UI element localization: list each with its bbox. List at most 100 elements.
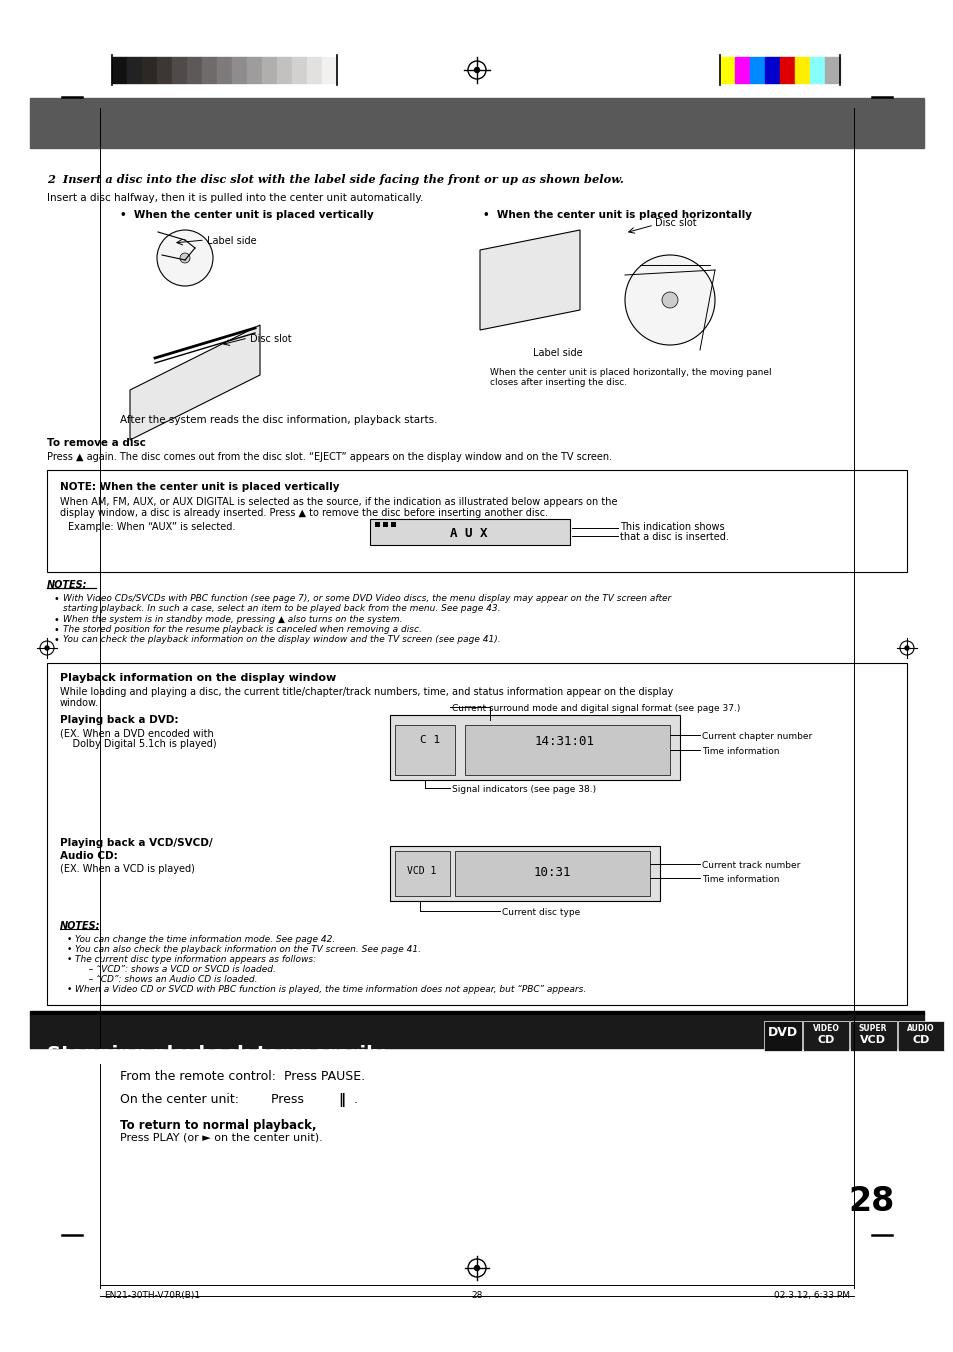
Text: .: . [354,1092,357,1106]
Text: •: • [54,625,60,635]
Bar [395,725,455,775]
Bar [382,522,388,527]
Text: Time information: Time information [701,875,779,884]
Text: When the center unit is placed horizontally, the moving panel
closes after inser: When the center unit is placed horizonta… [490,368,771,388]
Bar [780,57,794,82]
Circle shape [45,646,49,650]
Bar [172,57,187,82]
Text: CD: CD [911,1036,929,1045]
Text: •  When the center unit is placed vertically: • When the center unit is placed vertica… [120,210,374,220]
Bar [897,1021,943,1051]
Text: When a Video CD or SVCD with PBC function is played, the time information does n: When a Video CD or SVCD with PBC functio… [75,986,586,994]
Circle shape [157,230,213,287]
Text: While loading and playing a disc, the current title/chapter/track numbers, time,: While loading and playing a disc, the cu… [60,687,673,698]
Text: NOTES:: NOTES: [47,580,88,589]
Text: When AM, FM, AUX, or AUX DIGITAL is selected as the source, if the indication as: When AM, FM, AUX, or AUX DIGITAL is sele… [60,498,617,507]
Text: •: • [54,635,60,645]
Bar [395,850,450,896]
Text: Playing back a DVD:: Playing back a DVD: [60,715,178,725]
Text: Disc slot: Disc slot [655,218,696,228]
Bar [30,1011,923,1015]
Bar [824,57,840,82]
Bar [30,97,923,147]
Bar [764,57,780,82]
Bar [292,57,307,82]
Text: SUPER: SUPER [858,1023,886,1033]
Text: •  When the center unit is placed horizontally: • When the center unit is placed horizon… [482,210,751,220]
Text: Current track number: Current track number [701,861,800,869]
Text: After the system reads the disc information, playback starts.: After the system reads the disc informat… [120,415,437,425]
Text: To remove a disc: To remove a disc [47,438,146,448]
Bar [127,57,142,82]
Bar [390,846,659,900]
Bar [849,1021,896,1051]
Text: 10:31: 10:31 [533,867,570,879]
Text: Press PLAY (or ► on the center unit).: Press PLAY (or ► on the center unit). [120,1133,322,1142]
Bar [307,57,322,82]
Bar [391,522,395,527]
Bar [142,57,157,82]
Text: 28: 28 [848,1184,894,1218]
Circle shape [624,256,714,345]
Bar [47,662,906,1005]
Text: VIDEO: VIDEO [812,1023,839,1033]
Bar [232,57,247,82]
Bar [734,57,749,82]
Text: 14:31:01: 14:31:01 [535,735,595,748]
Text: C 1: C 1 [419,735,439,745]
Text: Current surround mode and digital signal format (see page 37.): Current surround mode and digital signal… [452,704,740,713]
Bar [47,470,906,572]
Text: To return to normal playback,: To return to normal playback, [120,1119,316,1132]
Text: window.: window. [60,698,99,708]
Text: DVD: DVD [767,1026,798,1038]
Text: On the center unit:        Press: On the center unit: Press [120,1092,308,1106]
Bar [455,850,649,896]
Text: VCD 1: VCD 1 [407,867,436,876]
Text: From the remote control:  Press PAUSE.: From the remote control: Press PAUSE. [120,1069,365,1083]
Text: The stored position for the resume playback is canceled when removing a disc.: The stored position for the resume playb… [63,625,421,634]
Bar [30,1015,923,1048]
Text: •: • [54,615,60,625]
Polygon shape [130,324,260,439]
Bar [809,57,824,82]
Text: (EX. When a DVD encoded with: (EX. When a DVD encoded with [60,727,213,738]
Bar [157,57,172,82]
Text: Insert a disc halfway, then it is pulled into the center unit automatically.: Insert a disc halfway, then it is pulled… [47,193,423,203]
Text: NOTES:: NOTES: [60,921,100,932]
Bar [247,57,262,82]
Text: With Video CDs/SVCDs with PBC function (see page 7), or some DVD Video discs, th: With Video CDs/SVCDs with PBC function (… [63,594,671,603]
Bar [749,57,764,82]
Text: You can check the playback information on the display window and the TV screen (: You can check the playback information o… [63,635,500,644]
Text: You can also check the playback information on the TV screen. See page 41.: You can also check the playback informat… [75,945,420,955]
Circle shape [180,253,190,264]
Text: VCD: VCD [859,1036,885,1045]
Text: •: • [67,936,72,944]
Text: display window, a disc is already inserted. Press ▲ to remove the disc before in: display window, a disc is already insert… [60,508,548,518]
Bar [720,57,734,82]
Bar [794,57,809,82]
Text: 28: 28 [471,1291,482,1301]
Text: •: • [54,594,60,604]
Bar [763,1021,801,1051]
Bar [276,57,292,82]
Bar [322,57,336,82]
Text: •: • [67,955,72,964]
Bar [187,57,202,82]
Bar [802,1021,848,1051]
Circle shape [904,646,908,650]
Text: EN21-30TH-V70R(B)1: EN21-30TH-V70R(B)1 [104,1291,200,1301]
Bar [216,57,232,82]
Bar [112,57,127,82]
Text: Time information: Time information [701,748,779,756]
Text: Current chapter number: Current chapter number [701,731,811,741]
Text: Press ▲ again. The disc comes out from the disc slot. “EJECT” appears on the dis: Press ▲ again. The disc comes out from t… [47,452,612,462]
Bar [370,519,569,545]
Text: The current disc type information appears as follows:: The current disc type information appear… [75,955,315,964]
Text: AUDIO: AUDIO [906,1023,934,1033]
Circle shape [474,1265,479,1271]
Text: When the system is in standby mode, pressing ▲ also turns on the system.: When the system is in standby mode, pres… [63,615,402,625]
Text: NOTE: When the center unit is placed vertically: NOTE: When the center unit is placed ver… [60,483,339,492]
Text: You can change the time information mode. See page 42.: You can change the time information mode… [75,936,335,944]
Text: Signal indicators (see page 38.): Signal indicators (see page 38.) [452,786,596,794]
Text: Example: When “AUX” is selected.: Example: When “AUX” is selected. [68,522,235,531]
